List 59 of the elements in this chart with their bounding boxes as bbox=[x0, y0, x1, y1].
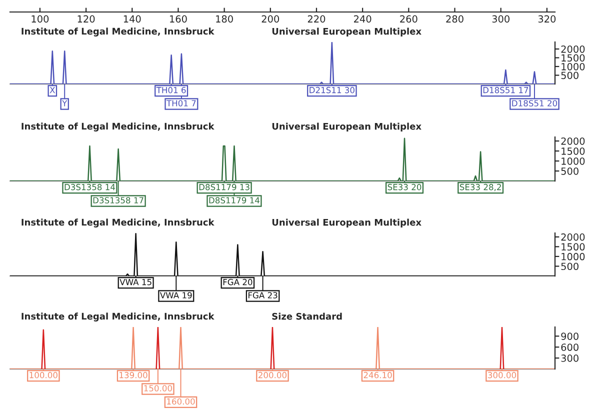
chart-title: Institute of Legal Medicine, Innsbruck bbox=[22, 218, 214, 228]
chart-subtitle: Universal European Multiplex bbox=[272, 218, 422, 228]
y-tick-label: 1500 bbox=[562, 243, 585, 251]
annotation: 150.00 bbox=[144, 385, 172, 392]
annotation: TH01 7 bbox=[166, 100, 196, 106]
annotation: 300.00 bbox=[488, 372, 516, 378]
chart-title: Institute of Legal Medicine, Innsbruck bbox=[22, 122, 214, 132]
annotation: 246.10 bbox=[364, 372, 392, 378]
y-tick-label: 500 bbox=[561, 72, 578, 80]
annotation: VWA 15 bbox=[120, 279, 152, 286]
annotation: D8S1179 13 bbox=[199, 184, 250, 190]
y-tick-label: 1000 bbox=[562, 252, 585, 260]
y-tick-label: 1000 bbox=[562, 62, 585, 70]
annotation: D3S1358 17 bbox=[93, 197, 144, 204]
annotation: SE33 28,2 bbox=[460, 184, 501, 192]
annotation: Y bbox=[62, 100, 68, 106]
annotation: D3S1358 14 bbox=[64, 184, 115, 190]
annotation: FGA 23 bbox=[248, 292, 278, 298]
chart-subtitle: Universal European Multiplex bbox=[272, 28, 422, 36]
y-tick-label: 2000 bbox=[561, 137, 585, 145]
chart-subtitle: Universal European Multiplex bbox=[272, 122, 422, 132]
y-tick-label: 300 bbox=[561, 354, 578, 362]
y-tick-label: 500 bbox=[561, 262, 578, 270]
annotation: D18S51 17 bbox=[483, 86, 528, 94]
x-tick-label: 320 bbox=[538, 15, 556, 23]
x-tick-label: 260 bbox=[400, 15, 418, 23]
x-tick-label: 200 bbox=[262, 15, 280, 23]
annotation: TH01 6 bbox=[156, 86, 186, 94]
x-tick-label: 240 bbox=[354, 15, 372, 23]
y-tick-label: 1500 bbox=[562, 54, 585, 62]
y-tick-label: 2000 bbox=[561, 233, 585, 241]
x-tick-label: 300 bbox=[492, 15, 510, 23]
y-tick-label: 600 bbox=[561, 344, 578, 351]
annotation: 200.00 bbox=[258, 372, 286, 378]
chart-subtitle: Size Standard bbox=[272, 312, 342, 320]
annotation: D18S51 20 bbox=[512, 100, 558, 106]
annotation: 160.00 bbox=[167, 398, 195, 405]
annotation: 100.00 bbox=[30, 372, 58, 378]
chart-title: Institute of Legal Medicine, Innsbruck bbox=[22, 312, 214, 322]
y-tick-label: 1500 bbox=[562, 147, 585, 155]
x-tick-label: 120 bbox=[78, 15, 95, 23]
x-tick-label: 160 bbox=[170, 15, 187, 23]
chart-title: Institute of Legal Medicine, Innsbruck bbox=[22, 28, 214, 36]
x-tick-label: 140 bbox=[124, 15, 141, 23]
x-tick-label: 220 bbox=[308, 15, 326, 23]
x-tick-label: 180 bbox=[216, 15, 233, 23]
annotation: VWA 19 bbox=[160, 292, 192, 298]
annotation: X bbox=[50, 87, 55, 94]
annotation: 139.00 bbox=[120, 372, 148, 378]
annotation: SE33 20 bbox=[388, 184, 422, 190]
y-tick-label: 1000 bbox=[562, 157, 585, 165]
x-tick-label: 100 bbox=[32, 15, 49, 23]
annotation: D21S11 30 bbox=[310, 86, 354, 94]
annotation: FGA 20 bbox=[223, 278, 252, 286]
x-tick-label: 280 bbox=[446, 15, 464, 23]
y-tick-label: 500 bbox=[561, 167, 578, 175]
annotation: D8S1179 14 bbox=[209, 197, 260, 204]
y-tick-label: 2000 bbox=[561, 45, 585, 53]
y-tick-label: 900 bbox=[561, 332, 578, 340]
